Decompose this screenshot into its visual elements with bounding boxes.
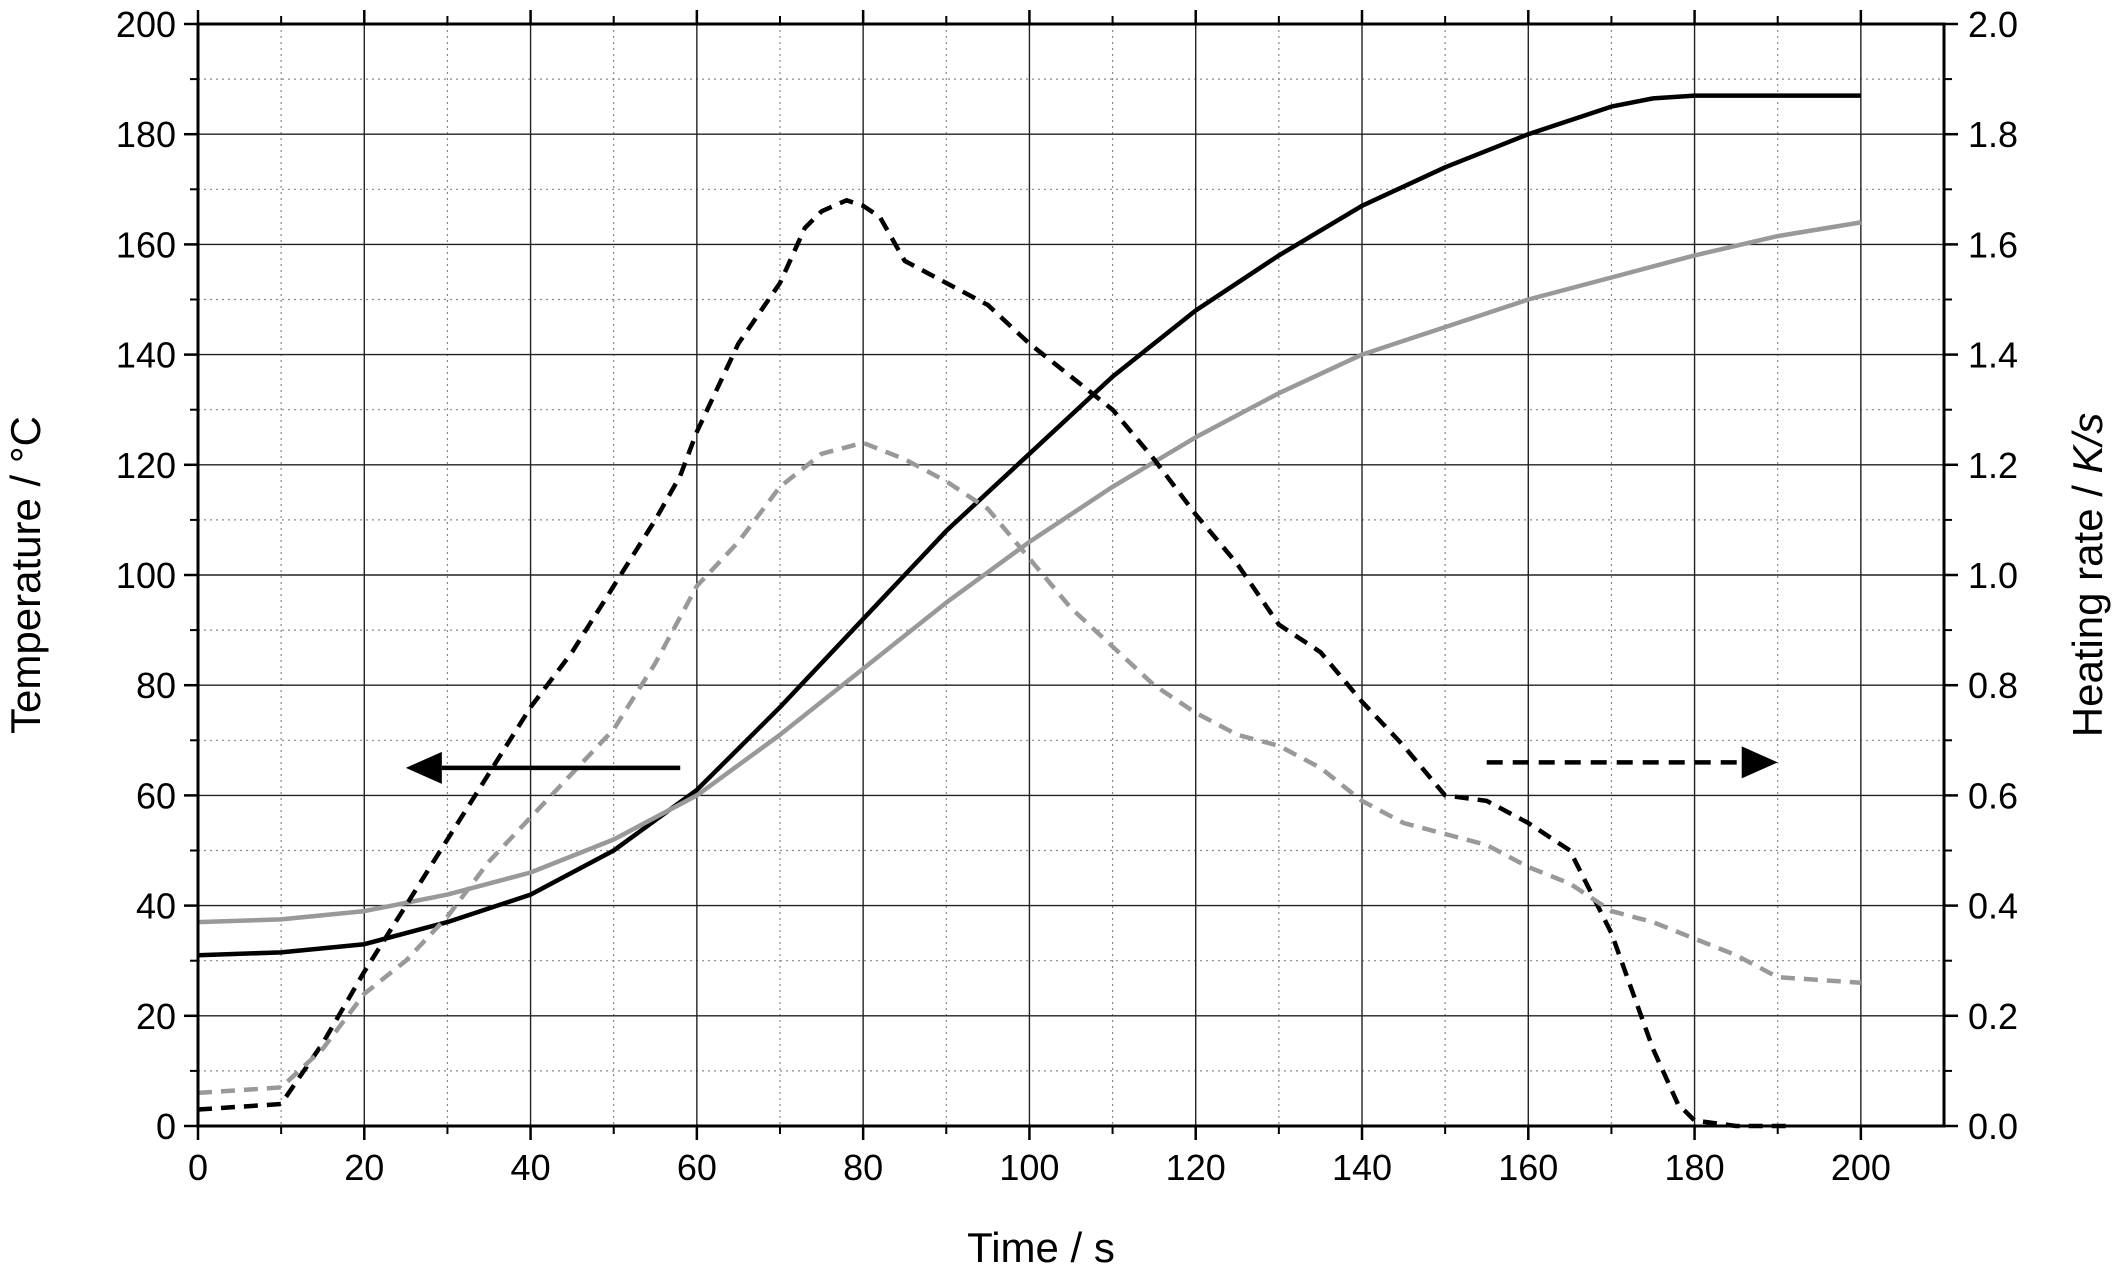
y-right-tick-label: 1.8 (1968, 114, 2018, 155)
arrow-head-1 (405, 751, 442, 784)
x-tick-label: 160 (1498, 1147, 1558, 1188)
x-tick-label: 20 (344, 1147, 384, 1188)
y-right-tick-label: 0.6 (1968, 775, 2018, 816)
y-left-tick-label: 20 (136, 996, 176, 1037)
y-right-tick-label: 1.2 (1968, 445, 2018, 486)
series-group (197, 93, 1862, 1129)
plot-frame (196, 22, 1946, 1128)
y-right-tick-label: 1.6 (1968, 224, 2018, 265)
annotations (405, 746, 1778, 784)
y-right-axis-title-unit: K/s (2064, 413, 2111, 474)
grid (198, 24, 1944, 1126)
x-tick-label: 100 (999, 1147, 1059, 1188)
series-line-1 (197, 93, 1861, 958)
x-tick-label: 200 (1831, 1147, 1891, 1188)
x-tick-label: 180 (1665, 1147, 1725, 1188)
x-axis-title: Time / s (967, 1224, 1115, 1269)
y-left-tick-label: 40 (136, 886, 176, 927)
y-left-tick-label: 180 (116, 114, 176, 155)
series-line-2 (197, 220, 1862, 925)
axes: 0 20 40 60 80 100 120 140 160 180 200 0 20 40 60 80 100 1… (116, 4, 2018, 1188)
series-line-3 (197, 198, 1795, 1129)
y-left-tick-label: 160 (116, 224, 176, 265)
y-right-tick-label: 0.4 (1968, 886, 2018, 927)
x-tick-label: 80 (843, 1147, 883, 1188)
y-left-tick-label: 200 (116, 4, 176, 45)
y-right-tick-label: 0.2 (1968, 996, 2018, 1037)
arrow-head-2 (1741, 746, 1778, 779)
y-left-tick-label: 80 (136, 665, 176, 706)
y-left-tick-label: 120 (116, 445, 176, 486)
series-line-4 (197, 440, 1862, 1096)
x-tick-label: 140 (1332, 1147, 1392, 1188)
y-left-tick-label: 140 (116, 335, 176, 376)
y-right-tick-label: 0.0 (1968, 1106, 2018, 1147)
y-right-axis-title: Heating rate / K/s (2064, 413, 2111, 738)
y-left-axis-title: Temperature / °C (2, 416, 49, 734)
y-left-tick-label: 0 (156, 1106, 176, 1147)
x-tick-label: 0 (188, 1147, 208, 1188)
y-right-tick-label: 0.8 (1968, 665, 2018, 706)
x-tick-label: 40 (511, 1147, 551, 1188)
y-right-tick-label: 1.0 (1968, 555, 2018, 596)
x-tick-label: 60 (677, 1147, 717, 1188)
y-right-tick-label: 2.0 (1968, 4, 2018, 45)
y-right-axis-title-prefix: Heating rate / (2064, 473, 2111, 737)
y-left-tick-label: 60 (136, 775, 176, 816)
y-left-tick-label: 100 (116, 555, 176, 596)
x-tick-label: 120 (1166, 1147, 1226, 1188)
y-right-tick-label: 1.4 (1968, 335, 2018, 376)
